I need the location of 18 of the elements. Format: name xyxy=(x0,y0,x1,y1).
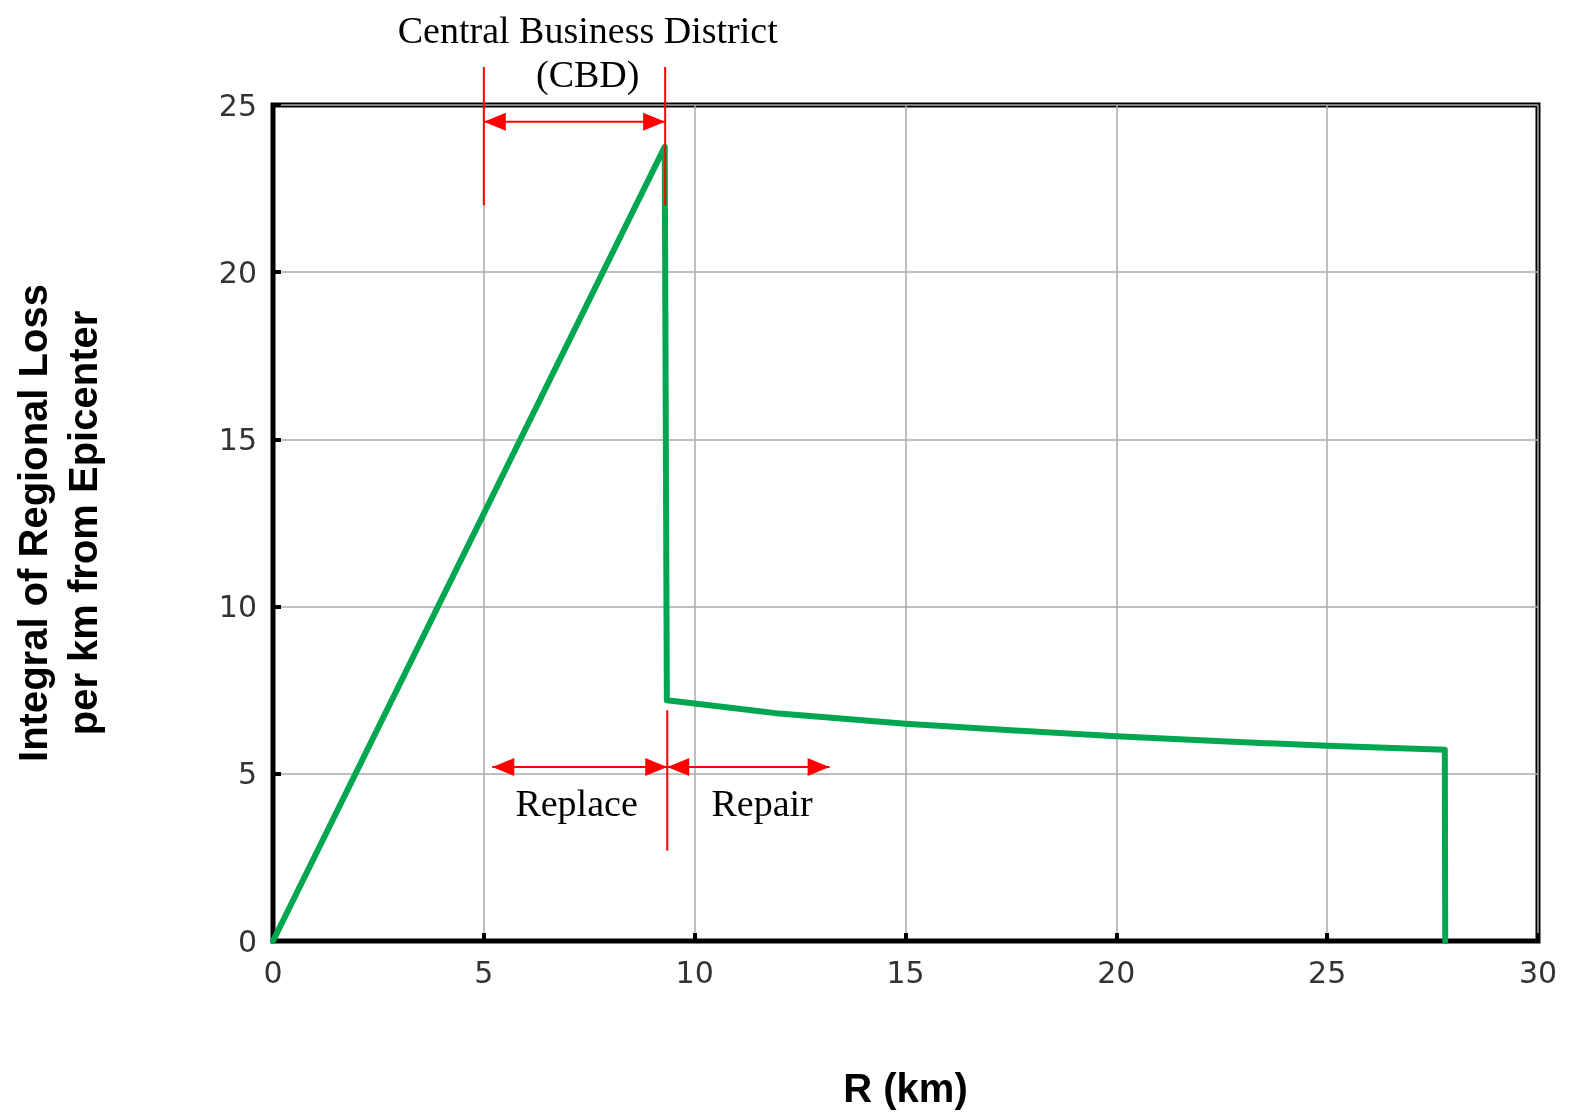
y-tick-label: 5 xyxy=(237,756,257,792)
y-tick-label: 25 xyxy=(218,87,257,123)
y-tick-label: 10 xyxy=(218,589,257,625)
x-tick-label: 10 xyxy=(675,954,714,990)
x-tick-label: 25 xyxy=(1308,954,1347,990)
annotation: Repair xyxy=(711,781,813,826)
y-tick-label: 0 xyxy=(237,923,257,959)
x-tick-label: 30 xyxy=(1518,954,1558,990)
y-axis-title: Integral of Regional Loss per km from Epicenter xyxy=(11,284,105,762)
y-tick-label: 20 xyxy=(218,254,257,290)
x-tick-label: 5 xyxy=(474,954,494,990)
x-tick-label: 20 xyxy=(1097,954,1136,990)
x-tick-label: 15 xyxy=(886,954,925,990)
x-axis-title: R (km) xyxy=(843,1066,968,1110)
x-tick-label: 0 xyxy=(263,954,283,990)
annotation: Replace xyxy=(515,781,638,826)
y-tick-label: 15 xyxy=(218,421,257,457)
annotation: Central Business District (CBD) xyxy=(397,7,778,96)
